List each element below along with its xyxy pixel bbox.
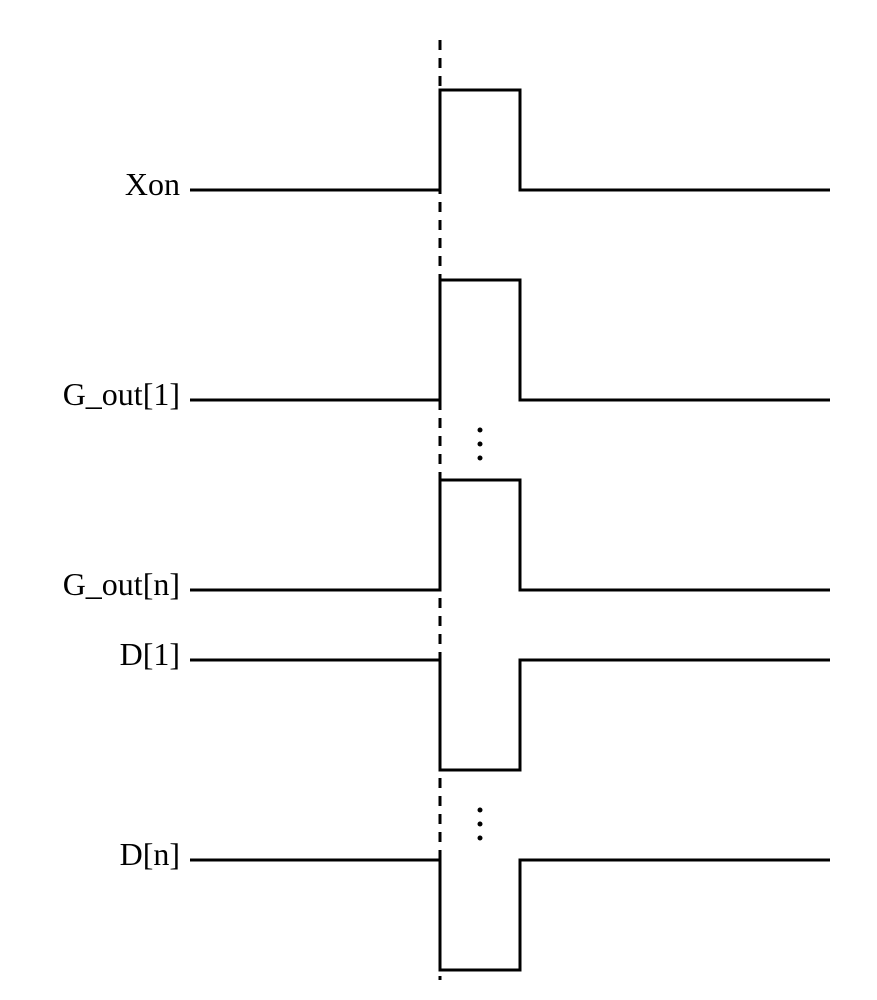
label-D_1: D[1] [120,636,180,673]
ellipsis-dot [478,442,483,447]
label-Xon: Xon [125,166,180,203]
ellipsis-dot [478,822,483,827]
label-G_out_n: G_out[n] [63,566,180,603]
ellipsis-dot [478,456,483,461]
ellipsis-dot [478,428,483,433]
ellipsis-dot [478,836,483,841]
label-G_out_1: G_out[1] [63,376,180,413]
ellipsis-dot [478,808,483,813]
label-D_n: D[n] [120,836,180,873]
